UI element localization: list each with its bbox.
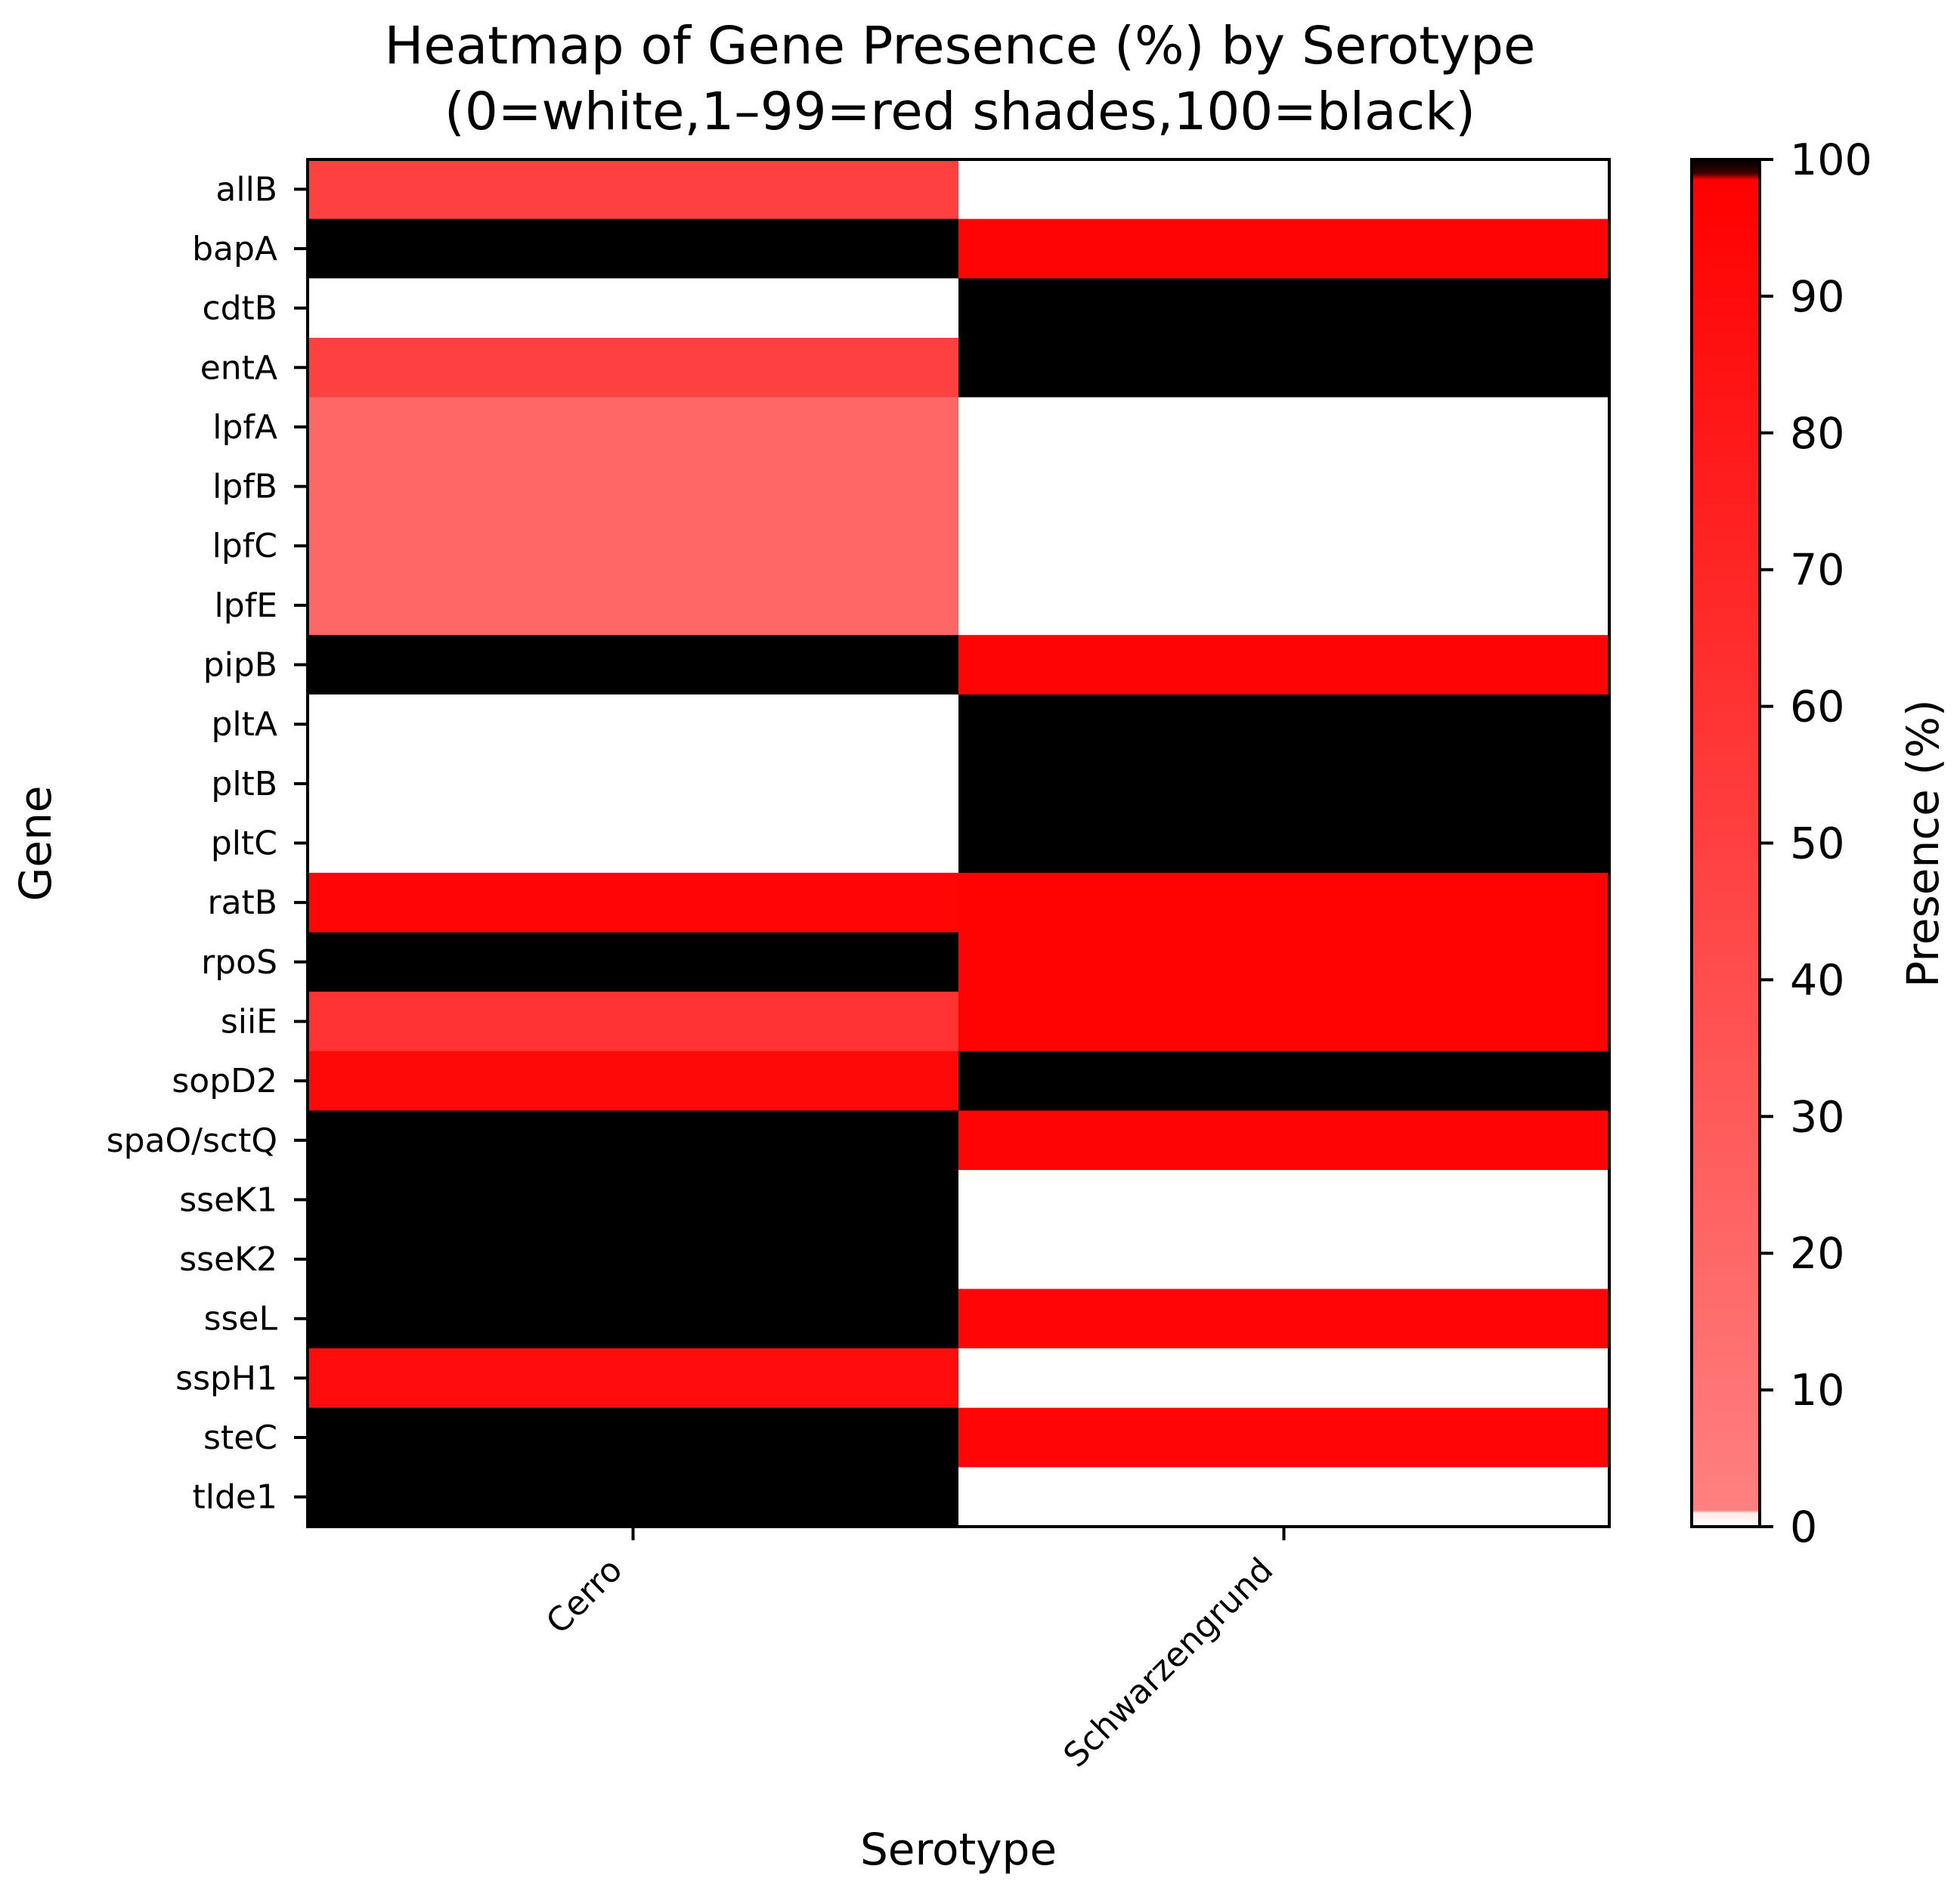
heatmap-cell <box>958 754 1610 814</box>
y-tick-label: spaO/sctQ <box>107 1122 277 1160</box>
colorbar-tick-label: 0 <box>1790 1502 1817 1552</box>
heatmap-cell <box>308 754 959 814</box>
y-tick-label: sseK1 <box>179 1181 277 1219</box>
heatmap-cell <box>308 813 959 874</box>
colorbar-tick-label: 60 <box>1790 682 1845 732</box>
heatmap-cell <box>958 1467 1610 1527</box>
heatmap-cell <box>958 932 1610 992</box>
heatmap-cell <box>958 278 1610 339</box>
heatmap-cell <box>308 397 959 457</box>
y-tick-label: sspH1 <box>175 1359 277 1397</box>
heatmap-cell <box>958 635 1610 695</box>
heatmap-cell <box>308 1170 959 1230</box>
chart-title-line1: Heatmap of Gene Presence (%) by Serotype <box>385 16 1536 76</box>
y-tick-label: rpoS <box>201 943 277 982</box>
heatmap-cell <box>308 515 959 577</box>
heatmap-cell <box>308 1051 959 1111</box>
heatmap-cell <box>958 1229 1610 1289</box>
y-tick-label: sseL <box>204 1300 278 1338</box>
y-tick-label: siiE <box>221 1002 277 1041</box>
heatmap-cell <box>308 1289 959 1349</box>
y-tick-label: pltB <box>211 765 277 803</box>
heatmap-cell <box>958 1348 1610 1409</box>
x-tick-label: Schwarzengrund <box>1056 1551 1280 1775</box>
heatmap-cell <box>958 575 1610 636</box>
heatmap-cell <box>958 515 1610 577</box>
heatmap-cell <box>308 337 959 398</box>
heatmap-cell <box>958 1051 1610 1111</box>
heatmap-cell <box>958 159 1610 220</box>
colorbar-axis: 0 10 20 30 40 50 60 70 80 90 100 <box>1760 135 1872 1552</box>
heatmap-cell <box>308 932 959 992</box>
heatmap-cell <box>958 992 1610 1052</box>
heatmap-cell <box>958 1289 1610 1349</box>
heatmap-cell <box>308 218 959 279</box>
y-tick-label: pipB <box>203 646 277 685</box>
heatmap-cell <box>308 1348 959 1409</box>
colorbar-tick-label: 40 <box>1790 955 1845 1005</box>
colorbar-tick-label: 50 <box>1790 819 1845 869</box>
heatmap-cell <box>308 872 959 933</box>
y-tick-label: lpfC <box>212 527 277 565</box>
heatmap-cell <box>308 456 959 517</box>
heatmap-cell <box>308 1407 959 1468</box>
y-tick-label: cdtB <box>202 289 277 328</box>
heatmap-cell <box>308 575 959 636</box>
colorbar-tick-label: 20 <box>1790 1229 1845 1279</box>
heatmap-cell <box>308 635 959 695</box>
y-tick-label: ratB <box>208 884 278 922</box>
heatmap-cell <box>308 278 959 339</box>
heatmap-cell <box>308 694 959 755</box>
x-axis-label: Serotype <box>860 1824 1057 1875</box>
y-tick-label: sopD2 <box>172 1062 277 1100</box>
heatmap-cell <box>958 1110 1610 1171</box>
colorbar-tick-label: 70 <box>1790 546 1845 596</box>
y-tick-label: entA <box>200 348 277 387</box>
heatmap-cell <box>958 218 1610 279</box>
y-tick-label: allB <box>215 170 277 209</box>
x-axis: Cerro Schwarzengrund <box>539 1527 1286 1775</box>
heatmap-cell <box>958 1407 1610 1468</box>
colorbar <box>1690 158 1761 1528</box>
chart-title-line2: (0=white,1–99=red shades,100=black) <box>444 82 1475 142</box>
x-tick-label: Cerro <box>539 1551 630 1642</box>
y-tick-label: sseK2 <box>179 1240 277 1279</box>
colorbar-tick-label: 30 <box>1790 1092 1845 1142</box>
heatmap-cell <box>308 992 959 1052</box>
colorbar-tick-label: 90 <box>1790 272 1845 322</box>
y-axis: allB bapA cdtB entA lpfA lpfB lpfC lpfE pipB pltA… <box>107 170 308 1517</box>
y-tick-label: pltC <box>211 825 277 863</box>
y-tick-label: pltA <box>211 705 277 744</box>
heatmap-cell <box>958 813 1610 874</box>
heatmap-cells <box>308 159 1610 1527</box>
colorbar-tick-label: 100 <box>1790 135 1872 185</box>
colorbar-tick-label: 10 <box>1790 1366 1845 1416</box>
heatmap-cell <box>958 456 1610 517</box>
heatmap-cell <box>958 397 1610 457</box>
colorbar-tick-label: 80 <box>1790 409 1845 459</box>
y-tick-label: tlde1 <box>193 1478 277 1517</box>
y-tick-label: bapA <box>192 230 277 268</box>
heatmap-cell <box>958 872 1610 933</box>
y-tick-label: lpfB <box>212 468 277 506</box>
y-tick-label: lpfA <box>212 408 277 447</box>
y-axis-label: Gene <box>10 785 61 901</box>
heatmap-cell <box>308 1467 959 1527</box>
heatmap-cell <box>308 1229 959 1289</box>
heatmap-cell <box>308 159 959 220</box>
colorbar-label: Presence (%) <box>1897 699 1949 987</box>
heatmap-cell <box>958 1170 1610 1230</box>
heatmap-cell <box>958 694 1610 755</box>
y-tick-label: lpfE <box>215 586 277 625</box>
heatmap-cell <box>958 337 1610 398</box>
heatmap-cell <box>308 1110 959 1171</box>
y-tick-label: steC <box>203 1419 277 1457</box>
